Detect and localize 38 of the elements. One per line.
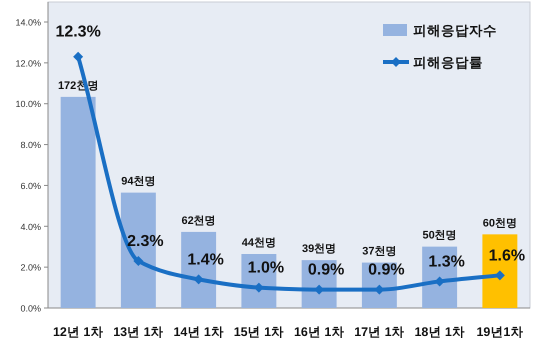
y-tick-label: 10.0% xyxy=(15,99,41,110)
data-label: 0.9% xyxy=(368,262,405,279)
data-label: 1.0% xyxy=(248,260,284,277)
x-tick-label: 12년 1차 xyxy=(52,325,104,339)
point xyxy=(194,274,204,284)
data-label: 37천명 xyxy=(362,246,396,258)
y-tick-label: 4.0% xyxy=(20,222,41,232)
y-tick-label: 2.0% xyxy=(20,262,41,273)
data-label: 39천명 xyxy=(302,243,336,256)
y-tick-label: 8.0% xyxy=(20,140,41,150)
y-tick-label: 6.0% xyxy=(20,180,41,191)
data-label: 1.3% xyxy=(428,253,465,270)
bar xyxy=(60,96,96,308)
point xyxy=(73,52,84,62)
legend-label: 피해응답률 xyxy=(413,55,483,70)
data-label: 50천명 xyxy=(422,230,457,242)
y-tick-label: 0.0% xyxy=(20,304,41,314)
data-label: 0.9% xyxy=(308,262,344,279)
point xyxy=(254,282,264,293)
x-tick-label: 17년 1차 xyxy=(354,325,405,339)
y-tick-label: 14.0% xyxy=(15,18,41,28)
data-label: 2.3% xyxy=(127,233,164,250)
x-tick-label: 19년1차 xyxy=(476,325,524,339)
data-label: 94천명 xyxy=(121,176,156,188)
data-label: 60천명 xyxy=(482,217,517,230)
y-tick-label: 12.0% xyxy=(15,58,41,68)
x-tick-label: 15년 1차 xyxy=(234,325,284,339)
data-label: 44천명 xyxy=(242,236,276,249)
data-label: 62천명 xyxy=(182,214,216,227)
x-tick-label: 13년 1차 xyxy=(113,325,164,339)
x-tick-label: 14년 1차 xyxy=(173,325,224,339)
point xyxy=(133,256,144,266)
point xyxy=(494,270,505,280)
x-tick-label: 18년 1차 xyxy=(414,325,465,339)
data-label: 12.3% xyxy=(55,24,101,41)
legend-label: 피해응답자수 xyxy=(413,23,497,38)
x-tick-label: 16년 1차 xyxy=(294,325,344,339)
data-label: 1.4% xyxy=(187,251,224,268)
